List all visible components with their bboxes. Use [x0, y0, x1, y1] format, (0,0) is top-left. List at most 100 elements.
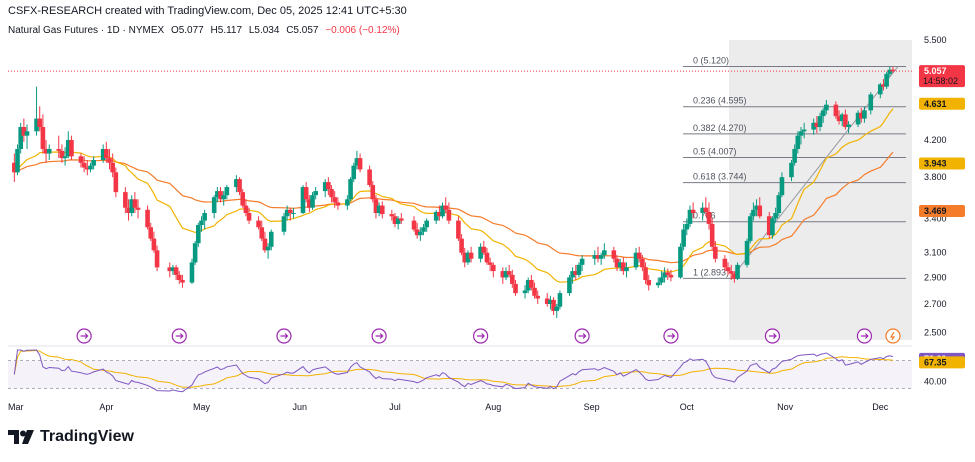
candle-body [681, 229, 686, 247]
candle-body [326, 182, 331, 190]
candle-body [668, 274, 674, 278]
date-tick-label: May [193, 402, 211, 412]
symbol-legend: Natural Gas Futures · 1D · NYMEX O5.077 … [8, 25, 404, 36]
candle-body [801, 129, 807, 132]
candle-body [551, 299, 556, 311]
candle-body [713, 246, 718, 259]
candle-body [846, 124, 851, 128]
candle-body [570, 271, 575, 278]
candle-body [814, 122, 820, 128]
candle-body [706, 211, 712, 224]
candle-body [129, 199, 135, 214]
candle-body [659, 277, 664, 283]
event-arrow-icon [175, 333, 184, 339]
event-markers [76, 328, 901, 344]
candle-body [196, 225, 201, 244]
candle-body [395, 218, 401, 224]
candle-body [614, 258, 620, 268]
candle-body [862, 110, 867, 119]
date-tick-label: Jul [389, 402, 401, 412]
candle-body [887, 69, 893, 74]
price-badge-countdown: 14:58:02 [923, 76, 958, 86]
candle-body [21, 127, 27, 136]
price-tick-label: 2.700 [924, 299, 947, 309]
candle-body [262, 238, 268, 251]
candle-body [690, 209, 696, 214]
candles [8, 66, 912, 318]
candle-body [59, 150, 65, 159]
candle-body [824, 104, 829, 111]
candle-body [481, 246, 487, 253]
price-tick-label: 3.400 [924, 213, 947, 223]
candle-body [218, 191, 223, 200]
candle-body [576, 264, 582, 275]
date-tick-label: Apr [99, 402, 113, 412]
event-arrow-icon [860, 333, 869, 339]
candle-body [399, 218, 404, 221]
price-badge-bg [919, 204, 965, 217]
candle-body [246, 213, 252, 221]
candle-body [300, 187, 306, 214]
candle-body [500, 271, 506, 278]
candle-body [345, 199, 350, 206]
candle-body [88, 165, 93, 170]
price-tick-label: 2.500 [924, 328, 947, 338]
price-tick-label: 3.100 [924, 248, 947, 258]
rsi-tick-label: 40.00 [924, 377, 947, 387]
candle-body [284, 209, 290, 217]
candle-body [303, 187, 309, 200]
candle-body [310, 195, 315, 208]
candle-body [687, 209, 693, 224]
low-value: L5.034 [248, 25, 280, 36]
candle-body [751, 209, 756, 217]
candle-body [548, 299, 553, 304]
candle-body [833, 104, 839, 117]
candle-body [221, 195, 226, 200]
candle-body [817, 116, 823, 128]
event-arrow-icon [889, 331, 896, 341]
candle-body [332, 197, 338, 203]
candle-body [151, 238, 157, 251]
candle-body [78, 156, 84, 163]
tradingview-brand[interactable]: TradingView [8, 428, 134, 446]
candle-body [265, 246, 271, 251]
candle-body [513, 283, 518, 294]
candle-body [145, 209, 150, 228]
candle-body [766, 216, 772, 236]
fib-level-label: 0.618 (3.744) [693, 172, 747, 182]
candle-body [662, 272, 667, 278]
candle-body [367, 169, 372, 186]
candle-body [376, 205, 382, 214]
candle-body [313, 191, 318, 196]
candle-body [107, 158, 112, 163]
candle-body [789, 162, 794, 178]
fib-level-label: 0.236 (4.595) [693, 96, 747, 106]
candle-body [839, 114, 845, 122]
date-tick-label: Nov [777, 402, 794, 412]
candle-body [776, 195, 782, 214]
date-tick-label: Jun [293, 402, 308, 412]
candle-body [665, 272, 671, 275]
candle-body [91, 160, 96, 166]
candle-body [46, 148, 52, 154]
candle-body [167, 267, 173, 272]
price-badge: 3.943 [924, 158, 947, 168]
instrument-name: Natural Gas Futures · 1D · NYMEX [8, 25, 165, 36]
price-badge: 3.469 [924, 206, 947, 216]
candle-body [820, 110, 826, 117]
candle-body [573, 271, 579, 275]
candle-body [62, 156, 68, 159]
event-arrow-icon [477, 333, 485, 339]
candle-body [373, 199, 379, 214]
date-tick-label: Dec [872, 402, 889, 412]
candle-body [770, 218, 775, 236]
candle-body [389, 214, 395, 217]
candle-body [868, 94, 874, 111]
candle-body [307, 199, 312, 208]
candle-body [487, 262, 493, 265]
candle-body [268, 231, 274, 247]
candle-body [421, 227, 426, 232]
candle-body [370, 185, 376, 200]
